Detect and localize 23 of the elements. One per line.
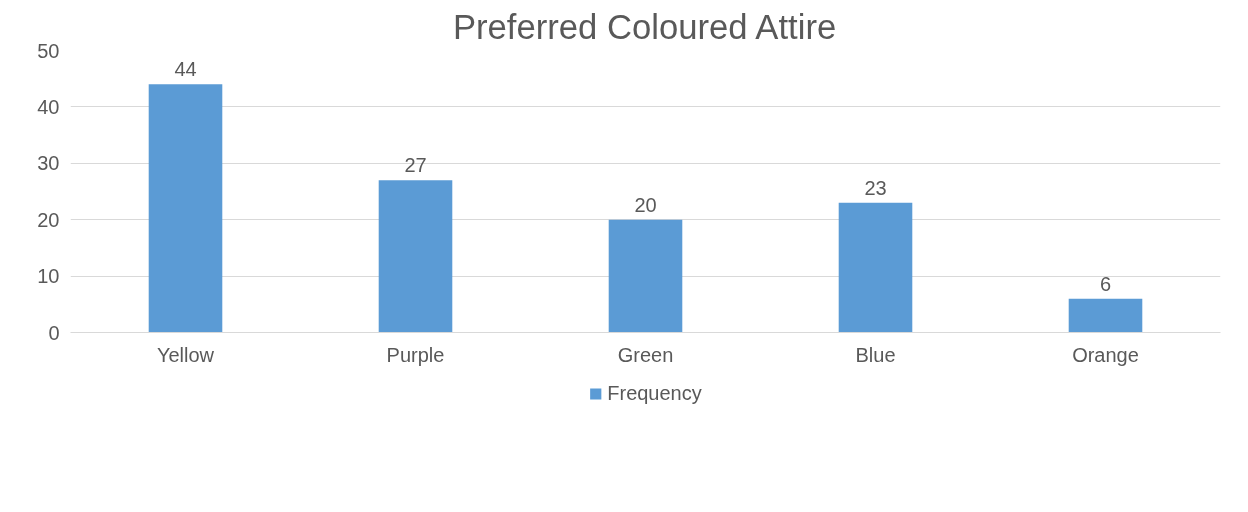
- bar: [148, 84, 223, 333]
- data-label: 27: [404, 154, 427, 177]
- x-tick-label: Green: [617, 343, 674, 366]
- y-tick-label: 10: [37, 265, 60, 288]
- data-label: 44: [174, 58, 197, 81]
- y-tick-label: 30: [37, 152, 60, 175]
- x-tick-label: Yellow: [156, 343, 215, 366]
- x-tick-label: Blue: [855, 343, 896, 366]
- x-tick-label: Orange: [1072, 343, 1139, 366]
- bar: [608, 219, 683, 333]
- y-tick-label: 20: [37, 208, 60, 231]
- legend-label: Frequency: [607, 381, 702, 405]
- data-label: 20: [634, 193, 657, 216]
- bar: [378, 180, 453, 333]
- chart-title: Preferred Coloured Attire: [452, 7, 837, 46]
- data-label: 6: [1099, 272, 1112, 295]
- y-tick-label: 0: [48, 321, 60, 344]
- y-tick-label: 50: [37, 39, 60, 62]
- y-tick-label: 40: [37, 95, 60, 118]
- bar: [838, 202, 913, 333]
- data-label: 23: [864, 176, 887, 199]
- x-tick-label: Purple: [386, 343, 445, 366]
- bar: [1068, 298, 1143, 333]
